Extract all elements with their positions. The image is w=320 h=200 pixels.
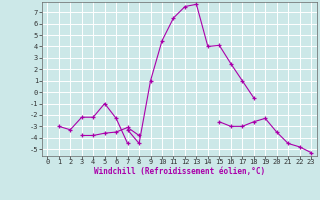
X-axis label: Windchill (Refroidissement éolien,°C): Windchill (Refroidissement éolien,°C) [94,167,265,176]
